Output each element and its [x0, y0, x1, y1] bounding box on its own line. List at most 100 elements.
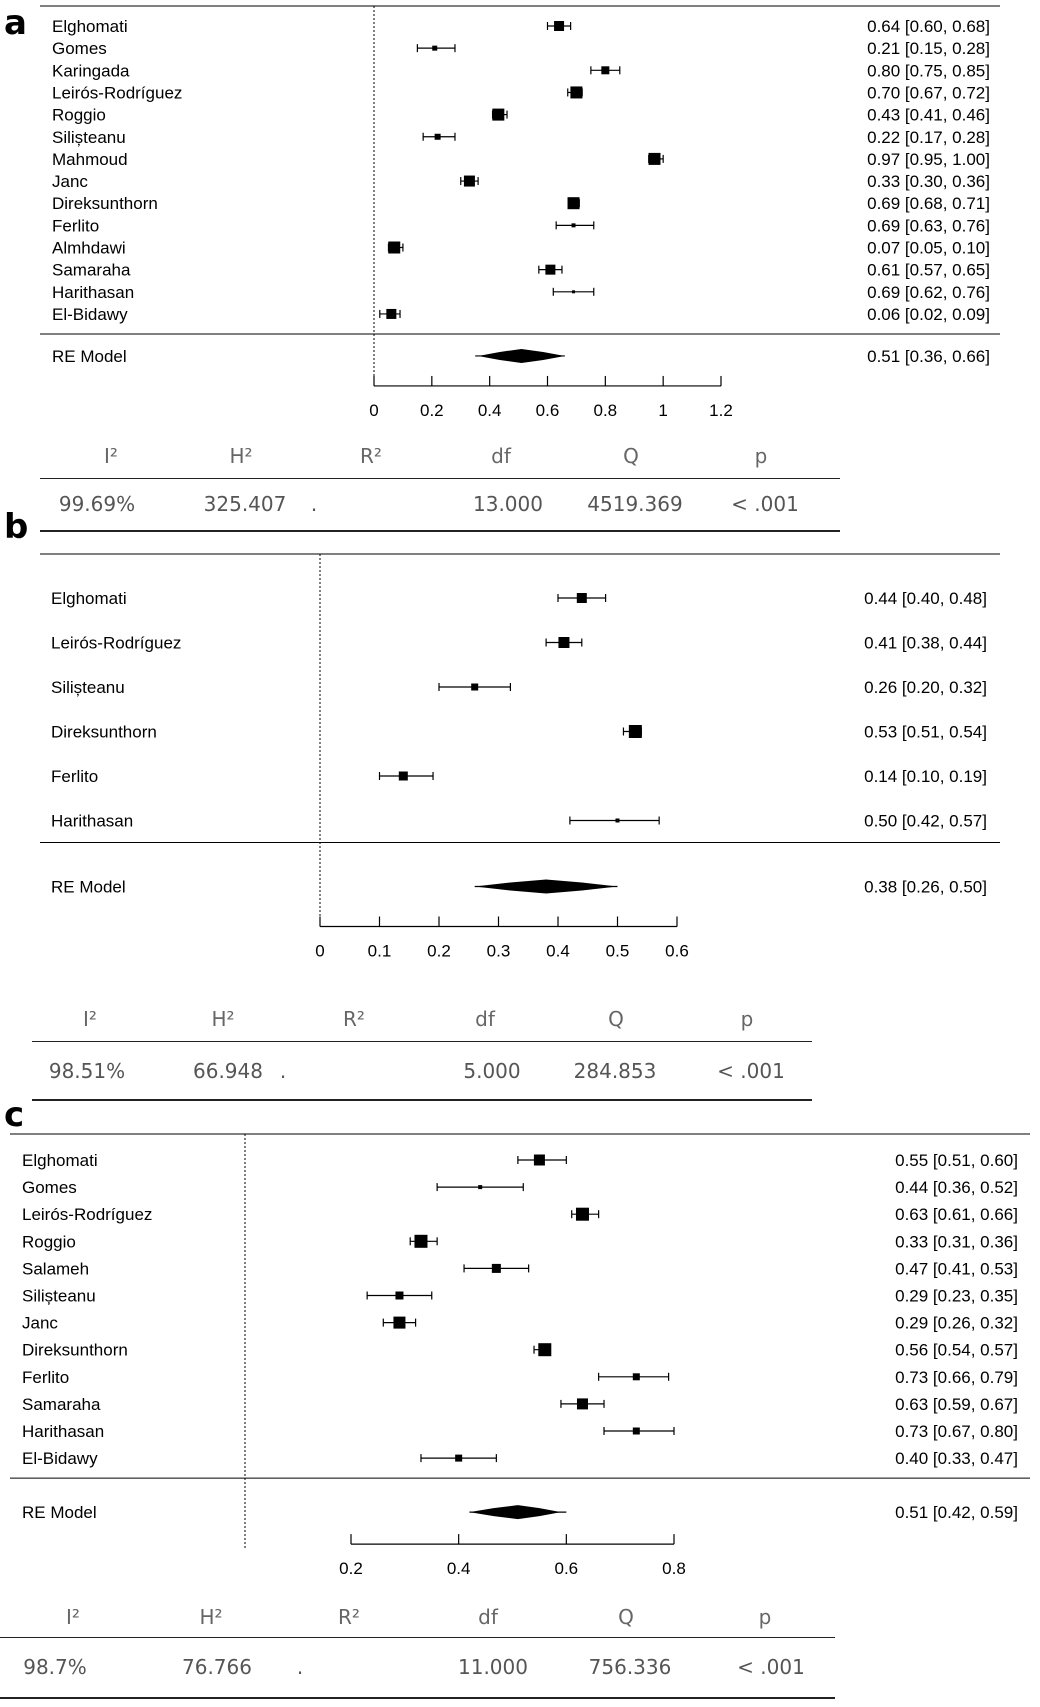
study-ci-label: 0.97 [0.95, 1.00]: [867, 150, 990, 169]
stat-header-q: Q: [623, 444, 639, 468]
study-point: [533, 1154, 545, 1166]
study-ci-label: 0.47 [0.41, 0.53]: [895, 1259, 1018, 1278]
study-point: [471, 683, 479, 691]
study-label: Almhdawi: [52, 239, 126, 258]
study-point: [554, 21, 565, 31]
study-ci-label: 0.53 [0.51, 0.54]: [864, 723, 987, 742]
x-tick-label: 0.4: [546, 942, 570, 961]
study-point: [398, 771, 408, 781]
stat-header-i2: I²: [83, 1007, 97, 1031]
study-point: [648, 152, 661, 165]
stats-table-b: I² H² R² df Q p 98.51% 66.948 . 5.000 28…: [32, 997, 812, 1107]
study-ci-label: 0.73 [0.66, 0.79]: [895, 1368, 1018, 1387]
x-tick-label: 0.6: [555, 1559, 579, 1578]
study-label: Janc: [52, 172, 88, 191]
study-point: [632, 1373, 640, 1381]
study-point: [386, 308, 397, 319]
study-point: [455, 1454, 463, 1462]
study-label: Ferlito: [52, 216, 99, 235]
study-label: Roggio: [52, 106, 106, 125]
stat-value-h2: 76.766: [182, 1655, 252, 1679]
study-point: [492, 108, 505, 121]
study-label: Silișteanu: [51, 678, 125, 697]
study-label: Samaraha: [22, 1395, 101, 1414]
study-label: Janc: [22, 1314, 58, 1333]
study-ci-label: 0.44 [0.40, 0.48]: [864, 589, 987, 608]
study-label: Harithasan: [52, 283, 134, 302]
stat-header-i2: I²: [66, 1605, 80, 1629]
study-point: [414, 1234, 428, 1248]
stat-header-h2: H²: [229, 444, 253, 468]
summary-diamond: [474, 879, 618, 894]
study-ci-label: 0.06 [0.02, 0.09]: [867, 305, 990, 324]
stat-value-q: 756.336: [588, 1655, 672, 1679]
study-ci-label: 0.69 [0.68, 0.71]: [867, 194, 990, 213]
study-label: Silișteanu: [22, 1287, 96, 1306]
study-ci-label: 0.50 [0.42, 0.57]: [864, 812, 987, 831]
study-label: Elghomati: [22, 1151, 98, 1170]
study-point: [571, 223, 576, 228]
study-ci-label: 0.69 [0.63, 0.76]: [867, 216, 990, 235]
study-label: Silișteanu: [52, 128, 126, 147]
x-tick-label: 1: [658, 401, 667, 420]
study-point: [572, 290, 576, 294]
stat-header-p: p: [754, 444, 768, 468]
x-tick-label: 0.8: [662, 1559, 686, 1578]
study-ci-label: 0.21 [0.15, 0.28]: [867, 39, 990, 58]
summary-label: RE Model: [22, 1503, 97, 1522]
stat-header-df: df: [478, 1605, 498, 1629]
study-ci-label: 0.40 [0.33, 0.47]: [895, 1449, 1018, 1468]
stat-value-df: 11.000: [458, 1655, 528, 1679]
summary-diamond: [478, 348, 565, 363]
panel-letter: b: [4, 507, 29, 547]
stat-value-df: 13.000: [473, 492, 543, 516]
stat-value-df: 5.000: [463, 1059, 521, 1083]
study-ci-label: 0.29 [0.23, 0.35]: [895, 1287, 1018, 1306]
stats-bottom-rule: [40, 530, 840, 532]
study-point: [393, 1316, 406, 1329]
stats-divider: [32, 1041, 812, 1042]
stat-value-p: < .001: [717, 1059, 785, 1083]
stats-bottom-rule: [32, 1099, 812, 1101]
stat-value-q: 4519.369: [587, 492, 683, 516]
study-label: Harithasan: [51, 812, 133, 831]
study-ci-label: 0.63 [0.61, 0.66]: [895, 1205, 1018, 1224]
stats-value-row: 98.51% 66.948 . 5.000 284.853 < .001: [32, 1053, 812, 1093]
x-tick-label: 0: [369, 401, 378, 420]
stat-header-i2: I²: [104, 444, 118, 468]
stats-divider: [40, 478, 840, 479]
study-point: [545, 264, 556, 275]
study-ci-label: 0.69 [0.62, 0.76]: [867, 283, 990, 302]
x-tick-label: 0.8: [594, 401, 618, 420]
study-label: Gomes: [22, 1178, 77, 1197]
study-ci-label: 0.29 [0.26, 0.32]: [895, 1314, 1018, 1333]
study-ci-label: 0.41 [0.38, 0.44]: [864, 634, 987, 653]
study-ci-label: 0.70 [0.67, 0.72]: [867, 83, 990, 102]
study-point: [628, 725, 642, 738]
study-label: Elghomati: [51, 589, 127, 608]
study-ci-label: 0.22 [0.17, 0.28]: [867, 128, 990, 147]
x-tick-label: 0.2: [339, 1559, 363, 1578]
panel-letter: c: [4, 1095, 25, 1135]
study-label: Leirós-Rodríguez: [22, 1205, 152, 1224]
study-label: Samaraha: [52, 261, 131, 280]
stats-header-row: I² H² R² df Q p: [32, 997, 812, 1041]
study-label: Salameh: [22, 1259, 89, 1278]
study-ci-label: 0.07 [0.05, 0.10]: [867, 239, 990, 258]
study-point: [576, 1398, 588, 1410]
study-label: Direksunthorn: [22, 1341, 128, 1360]
study-point: [388, 241, 401, 254]
study-point: [632, 1427, 640, 1435]
summary-diamond: [469, 1505, 561, 1520]
stat-value-i2: 98.7%: [23, 1655, 87, 1679]
study-label: Elghomati: [52, 17, 128, 36]
study-point: [478, 1185, 483, 1190]
study-label: Mahmoud: [52, 150, 128, 169]
x-tick-label: 0.1: [368, 942, 392, 961]
panel-b: b Elghomati 0.44 [0.40, 0.48] Leirós-Rodrí…: [0, 507, 1040, 1112]
x-tick-label: 0: [315, 942, 324, 961]
x-tick-label: 0.6: [536, 401, 560, 420]
stats-bottom-rule: [0, 1697, 835, 1699]
study-ci-label: 0.63 [0.59, 0.67]: [895, 1395, 1018, 1414]
stat-value-i2: 99.69%: [58, 492, 136, 516]
